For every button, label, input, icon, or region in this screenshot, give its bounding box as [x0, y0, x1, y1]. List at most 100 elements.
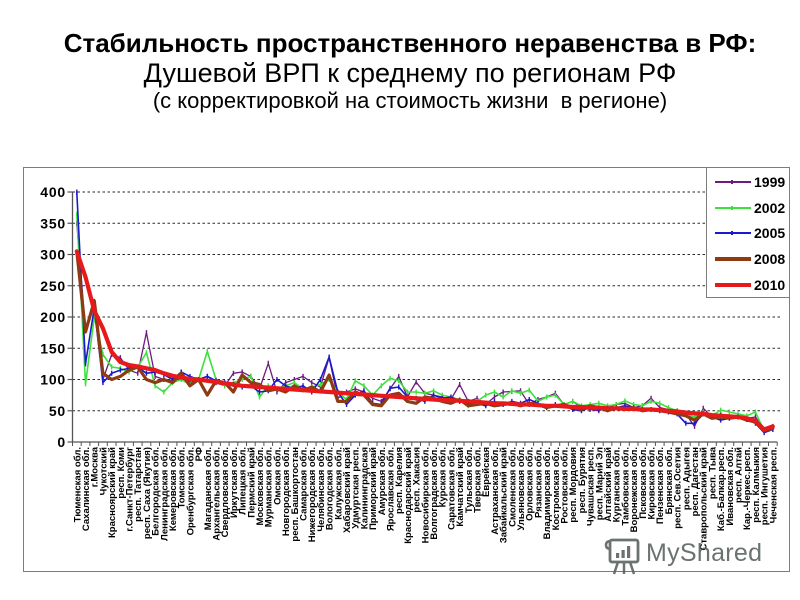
- x-tick-label: респ. Дагестан: [690, 447, 701, 517]
- y-tick-label: 200: [40, 309, 66, 325]
- watermark-text: MyShared: [646, 539, 763, 567]
- y-axis: 0 50 100 150 200 250 300 350 400: [40, 184, 74, 450]
- y-tick-label: 250: [40, 278, 66, 294]
- x-tick-label: Магаданская обл.: [203, 447, 214, 530]
- x-tick-label: Пермский край: [246, 447, 257, 518]
- x-tick-label: Томская обл.: [177, 447, 188, 508]
- y-tick-label: 350: [40, 215, 66, 231]
- x-tick-label: Орловская обл.: [525, 447, 536, 521]
- x-tick-label: г.Москва: [90, 446, 101, 487]
- series-2008: [75, 249, 775, 433]
- x-tick-label: Липецкая обл.: [238, 447, 249, 515]
- x-tick-label: Тульская обл.: [464, 447, 475, 513]
- x-tick-label: Вологодская обл.: [325, 447, 336, 530]
- x-tick-label: Тверская обл.: [472, 447, 483, 513]
- legend-line-2005: [715, 232, 751, 234]
- x-tick-label: респ. Татарстан: [133, 447, 144, 522]
- x-axis: Тюменская обл.Сахалинская обл.г.МоскваЧу…: [72, 441, 779, 551]
- x-tick-label: Ставропольский край: [699, 447, 710, 551]
- x-tick-label: Сахалинская обл.: [81, 447, 92, 531]
- y-tick-label: 400: [40, 184, 66, 200]
- x-tick-label: Курганская обл.: [612, 447, 623, 522]
- x-tick-label: респ. Ингушетия: [760, 447, 771, 525]
- x-tick-label: Нижегородская обл.: [307, 447, 318, 542]
- x-tick-label: Ленинградская обл.: [159, 447, 170, 541]
- x-tick-label: респ. Коми: [116, 447, 127, 499]
- x-tick-label: Московская обл.: [255, 447, 266, 526]
- x-tick-label: Свердловская обл.: [220, 447, 231, 537]
- x-tick-label: Мурманская обл.: [264, 447, 275, 527]
- y-tick-label: 0: [57, 434, 66, 450]
- y-tick-label: 300: [40, 247, 66, 263]
- chart-legend: 1999 2002 2005 2008 2010: [706, 167, 790, 298]
- x-tick-label: респ. Марий Эл: [594, 447, 605, 520]
- presentation-board-icon: [604, 538, 640, 575]
- series-2010: [74, 249, 775, 432]
- x-tick-label: Брянская обл.: [664, 447, 675, 514]
- x-tick-label: Алтайский край: [603, 447, 614, 522]
- x-tick-label: Костромская обл.: [551, 447, 562, 530]
- x-tick-label: Кировская обл.: [646, 447, 657, 519]
- x-tick-label: Владимирская обл.: [542, 447, 553, 539]
- x-tick-label: Чувашская респ.: [586, 447, 597, 526]
- slide-title: Стабильность пространственного неравенст…: [63, 28, 757, 58]
- x-tick-label: Новосибирская обл.: [420, 447, 431, 543]
- series-line: [75, 249, 775, 433]
- legend-label: 2010: [754, 277, 786, 293]
- x-tick-label: Каб.-Балкар.респ.: [716, 447, 727, 531]
- watermark: MyShared: [603, 536, 773, 578]
- legend-label: 2002: [754, 200, 786, 216]
- legend-label: 2005: [754, 225, 786, 241]
- chart-title: Душевой ВРП к среднему по регионам РФ: [143, 58, 677, 88]
- x-tick-label: Ульяновская обл.: [516, 447, 527, 531]
- x-tick-label: Архангельская обл.: [211, 447, 222, 541]
- x-tick-label: Саратовская обл.: [446, 447, 457, 530]
- legend-item-2002: 2002: [715, 200, 789, 216]
- x-tick-label: Краснодарский край: [403, 447, 414, 544]
- x-tick-label: респ. Сев.Осетия: [673, 447, 684, 529]
- legend-item-2008: 2008: [715, 251, 789, 267]
- x-tick-label: Псковская обл.: [638, 447, 649, 519]
- x-tick-label: Воронежская обл.: [629, 447, 640, 532]
- legend-marker-icon: [731, 206, 733, 210]
- legend-line-1999: [715, 181, 751, 183]
- x-tick-label: Ивановская обл.: [725, 447, 736, 526]
- x-tick-label: Иркутская обл.: [229, 447, 240, 518]
- x-tick-label: Чукотский: [98, 447, 109, 496]
- x-tick-label: респ. Саха (Якутия): [142, 447, 153, 539]
- x-tick-label: Кемеровская обл.: [168, 447, 179, 531]
- x-tick-label: Камчатский край: [455, 447, 466, 527]
- x-tick-label: Новгородская обл.: [281, 447, 292, 536]
- x-tick-label: Еврейская: [481, 447, 492, 497]
- x-tick-label: Пензенская обл.: [655, 447, 666, 524]
- x-tick-label: Амурская обл.: [377, 447, 388, 515]
- legend-label: 2008: [754, 251, 786, 267]
- x-tick-label: Забайкальский край: [499, 447, 510, 543]
- legend-marker-icon: [731, 180, 733, 184]
- x-tick-label: Волгоградская обл.: [429, 447, 440, 540]
- x-tick-label: Удмуртская респ.: [351, 447, 362, 529]
- chart-subtitle: (с корректировкой на стоимость жизни в р…: [152, 88, 668, 113]
- x-tick-label: Калининградская: [359, 447, 370, 529]
- x-tick-label: респ. Хакасия: [412, 447, 423, 513]
- x-tick-label: респ. Карелия: [394, 447, 405, 514]
- x-tick-label: Чеченская респ.: [768, 447, 779, 523]
- x-tick-label: Кар.-Черкес.респ.: [742, 447, 753, 530]
- x-tick-label: Самарская обл.: [298, 447, 309, 521]
- legend-line-2010: [715, 282, 751, 288]
- legend-label: 1999: [754, 174, 786, 190]
- series-line: [74, 249, 775, 432]
- x-tick-label: Калужская обл.: [333, 447, 344, 520]
- x-tick-label: Ярославская обл.: [385, 447, 396, 531]
- x-tick-label: респ. Адыгея: [681, 447, 692, 510]
- x-tick-label: Красноярский край: [107, 447, 118, 538]
- x-tick-label: респ. Алтай: [733, 447, 744, 503]
- y-tick-label: 100: [40, 372, 66, 388]
- x-tick-label: Рязанская обл.: [533, 447, 544, 518]
- legend-line-2002: [715, 207, 751, 209]
- x-tick-label: Тамбовская обл.: [620, 447, 631, 526]
- x-tick-label: Хабаровский край: [342, 447, 353, 533]
- x-tick-label: Белгородская обл.: [151, 447, 162, 536]
- legend-item-2010: 2010: [715, 277, 789, 293]
